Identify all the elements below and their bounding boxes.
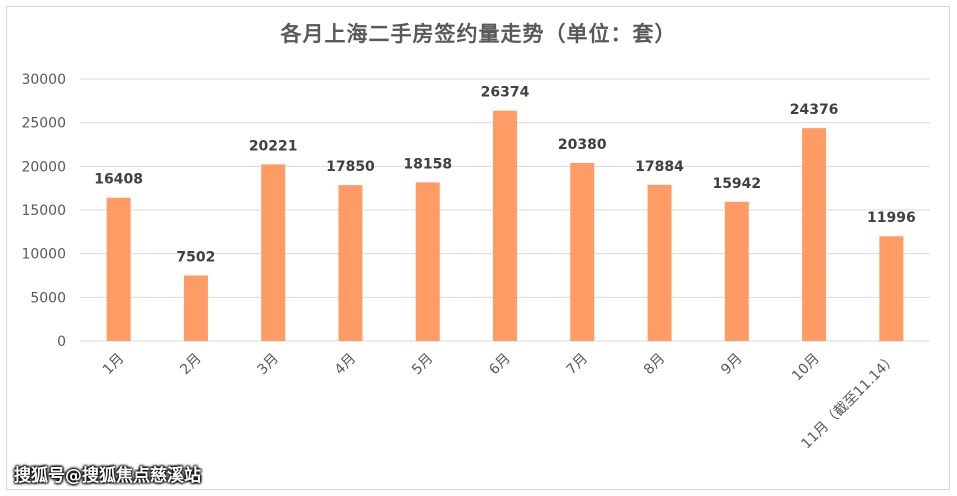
x-tick-label: 4月 bbox=[332, 351, 360, 379]
bar bbox=[647, 184, 672, 341]
x-tick-label: 1月 bbox=[100, 351, 128, 379]
chart-title: 各月上海二手房签约量走势（单位：套） bbox=[280, 22, 677, 46]
data-label: 18158 bbox=[403, 156, 452, 172]
bar bbox=[261, 164, 286, 341]
y-tick-label: 30000 bbox=[21, 72, 66, 88]
y-tick-label: 10000 bbox=[21, 247, 66, 263]
bar bbox=[415, 182, 440, 341]
data-label: 20380 bbox=[558, 137, 607, 153]
bar bbox=[106, 197, 131, 341]
data-label: 17850 bbox=[326, 159, 375, 175]
bars bbox=[106, 110, 904, 341]
bar bbox=[183, 275, 208, 341]
x-tick-label: 3月 bbox=[254, 351, 282, 379]
x-tick-label: 2月 bbox=[177, 351, 205, 379]
data-label: 11996 bbox=[867, 210, 916, 226]
y-tick-label: 15000 bbox=[21, 203, 66, 219]
x-tick-label: 8月 bbox=[641, 351, 669, 379]
y-tick-label: 25000 bbox=[21, 116, 66, 132]
bar bbox=[570, 163, 595, 341]
data-label: 26374 bbox=[481, 85, 530, 101]
x-tick-label: 10月 bbox=[789, 351, 823, 385]
chart-frame bbox=[6, 6, 950, 490]
bar bbox=[802, 128, 827, 341]
bar bbox=[493, 110, 517, 341]
data-label: 24376 bbox=[790, 102, 839, 118]
watermark: 搜狐号@搜狐焦点慈溪站 bbox=[14, 466, 201, 486]
data-labels: 16408 7502 20221 17850 18158 26374 20380 17884 1… bbox=[94, 85, 915, 266]
y-tick-label: 0 bbox=[57, 334, 66, 350]
data-label: 16408 bbox=[94, 172, 143, 188]
x-tick-label: 9月 bbox=[718, 351, 746, 379]
data-label: 15942 bbox=[712, 176, 761, 192]
x-tick-label: 6月 bbox=[486, 351, 514, 379]
y-tick-label: 20000 bbox=[21, 159, 66, 175]
y-axis-ticks: 0 5000 10000 15000 20000 25000 30000 bbox=[21, 72, 66, 350]
data-label: 17884 bbox=[635, 159, 684, 175]
bar bbox=[338, 185, 363, 341]
bar bbox=[879, 236, 904, 341]
y-tick-label: 5000 bbox=[30, 290, 66, 306]
data-label: 20221 bbox=[249, 138, 298, 154]
data-label: 7502 bbox=[176, 249, 215, 265]
x-tick-label: 5月 bbox=[409, 351, 437, 379]
x-tick-label: 7月 bbox=[564, 351, 592, 379]
bar bbox=[724, 201, 749, 341]
